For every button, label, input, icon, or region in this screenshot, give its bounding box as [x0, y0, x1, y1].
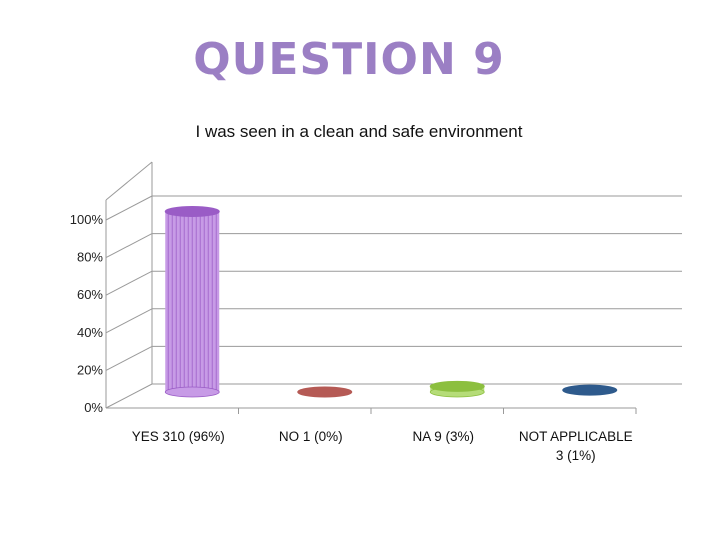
gridline-side [105, 308, 153, 334]
gridline-side [105, 383, 153, 409]
x-category-label: NOT APPLICABLE 3 (1%) [519, 429, 633, 463]
axis-layer [106, 407, 637, 414]
y-tick-label: 80% [77, 250, 103, 265]
y-tick-label: 0% [84, 400, 103, 415]
x-category-label: NA 9 (3%) [412, 429, 474, 444]
bar-top [164, 206, 220, 218]
bar-0 [164, 206, 220, 398]
label-layer: 0% 20% 40% 60% 80% 100% YES 310 (96%) NO 1 (0%)… [70, 212, 633, 463]
gridline-side [105, 270, 153, 296]
gridline-side [105, 233, 153, 259]
y-tick-label: 60% [77, 287, 103, 302]
gridline-side [105, 195, 153, 221]
x-category-label: NO 1 (0%) [279, 429, 343, 444]
y-tick-label: 100% [70, 212, 104, 227]
side-wall-top [105, 161, 153, 201]
bar-2 [429, 380, 485, 398]
x-category-label: YES 310 (96%) [132, 429, 225, 444]
y-tick-label: 40% [77, 325, 103, 340]
bar-top [297, 386, 353, 398]
bar-layer [164, 206, 618, 398]
y-tick-label: 20% [77, 362, 103, 377]
bar-1 [297, 386, 353, 398]
bar-top [429, 380, 485, 392]
bar-top [562, 384, 618, 396]
grid-layer [105, 161, 682, 409]
bar-base [164, 386, 220, 398]
slide-title: QUESTION 9 [193, 34, 505, 85]
gridline-side [105, 345, 153, 371]
bar-3 [562, 384, 618, 396]
chart-title: I was seen in a clean and safe environme… [196, 122, 523, 141]
